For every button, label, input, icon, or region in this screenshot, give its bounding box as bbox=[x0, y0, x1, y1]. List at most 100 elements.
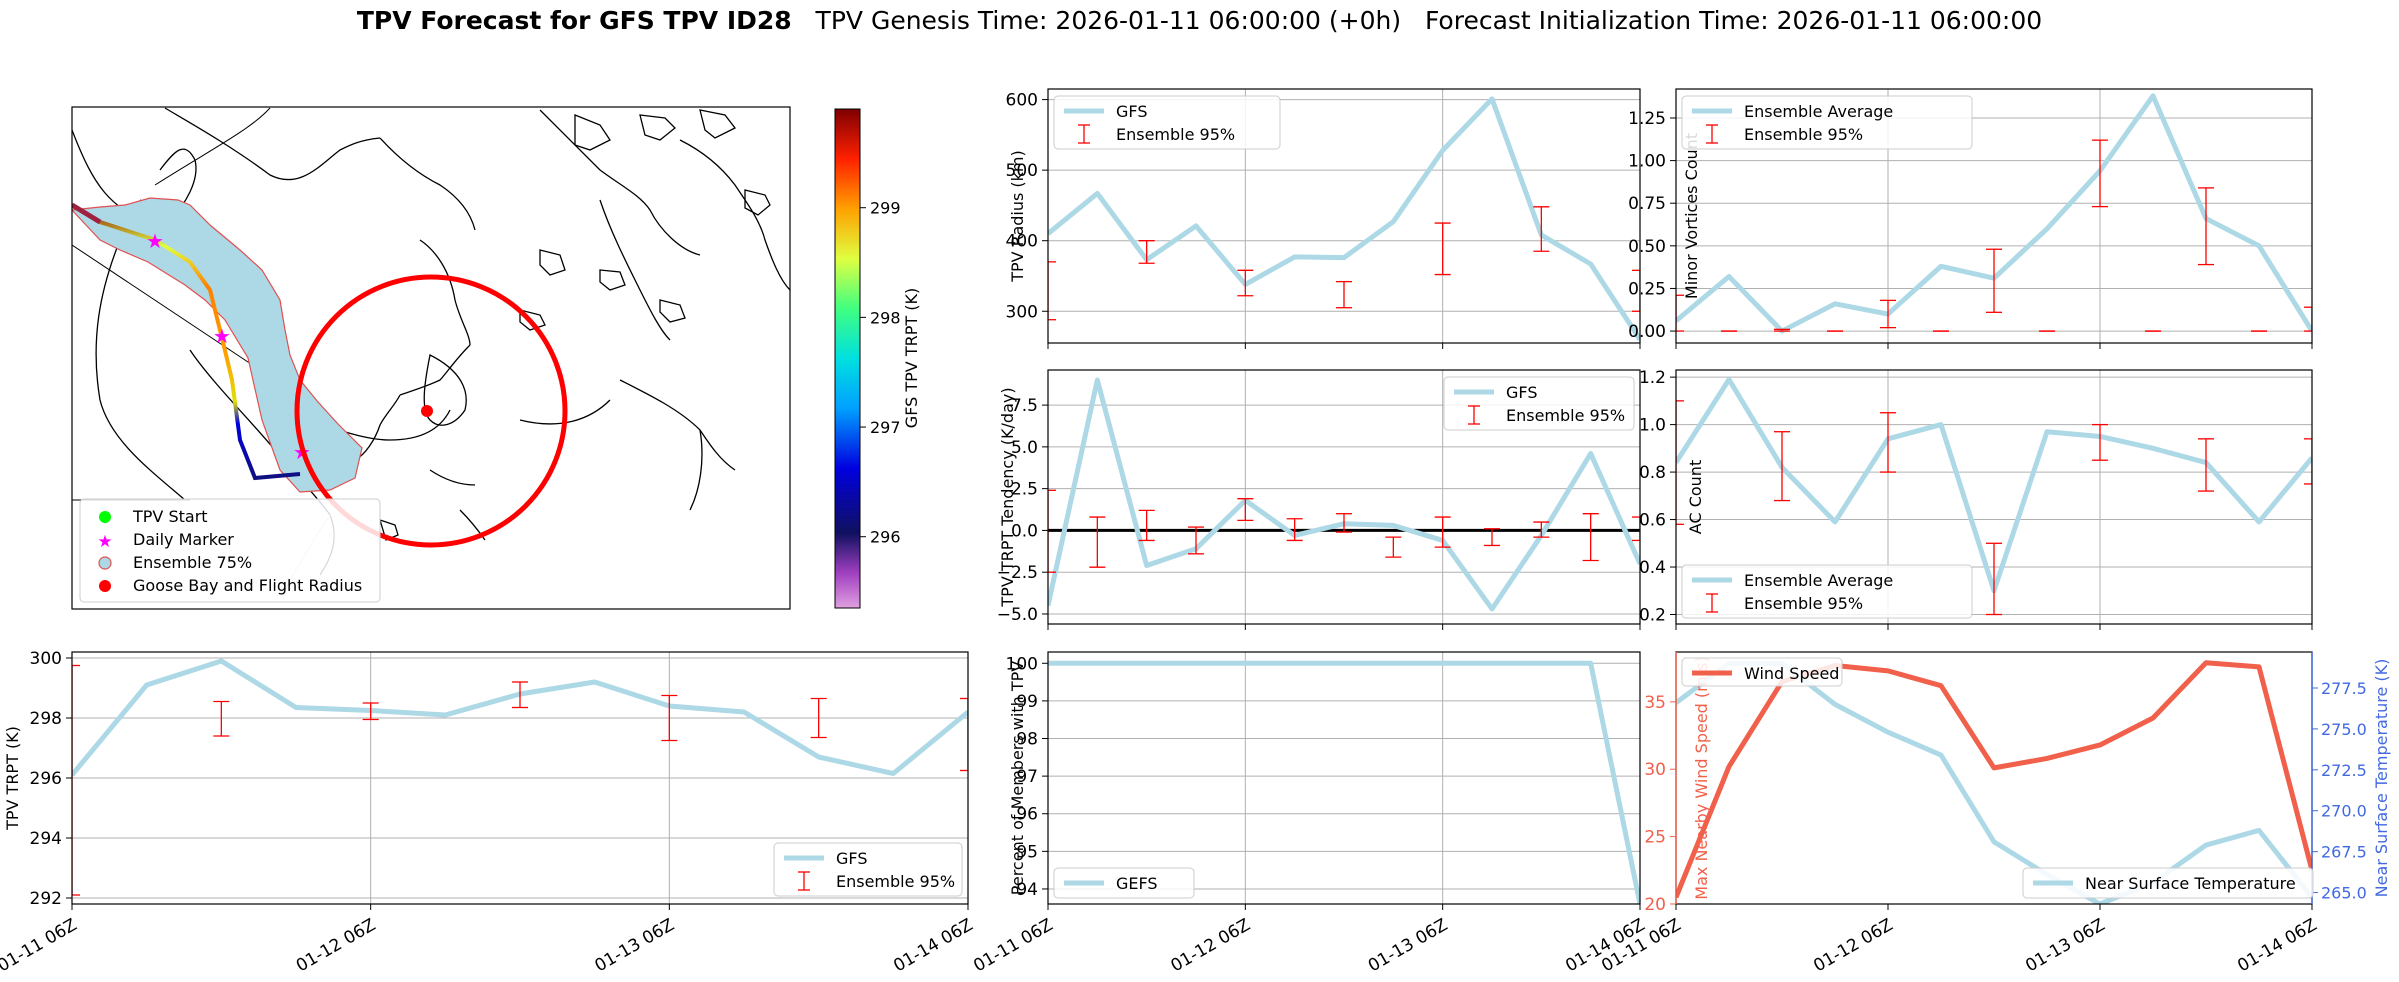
flight-radius-circle bbox=[294, 274, 568, 548]
colorbar: 296 297 298 299 GFS TPV TRPT (K) bbox=[834, 108, 921, 609]
errorbar bbox=[1237, 498, 1254, 522]
plot-frame bbox=[1675, 88, 2313, 344]
y-tick-label: 0.00 bbox=[1628, 322, 1666, 342]
y-tick-label: 95 bbox=[1016, 842, 1038, 862]
y-tick-label: 94 bbox=[1016, 880, 1038, 900]
y-tick-label: 0.25 bbox=[1628, 279, 1666, 299]
errorbar bbox=[1336, 280, 1352, 309]
errorbar bbox=[1286, 518, 1303, 542]
tpv-start-icon bbox=[99, 511, 111, 523]
legend-label: Ensemble 95% bbox=[1744, 594, 1863, 613]
legend-label: Wind Speed bbox=[1744, 664, 1839, 683]
y-tick-label: 300 bbox=[1006, 302, 1038, 322]
y-tick-label: 20 bbox=[1644, 895, 1666, 915]
legend-label: Ensemble Average bbox=[1744, 571, 1893, 590]
x-tick-label: 01-14 06Z bbox=[890, 915, 976, 976]
y-tick-label: 1.00 bbox=[1628, 152, 1666, 172]
map-legend-label: TPV Start bbox=[132, 507, 208, 526]
colorbar-ticks: 296 297 298 299 bbox=[860, 199, 901, 547]
y-tick-label: 0.2 bbox=[1639, 606, 1666, 626]
y-tick-label: 5.0 bbox=[1011, 438, 1038, 458]
legend-label: GFS bbox=[1116, 102, 1147, 121]
y-axis-label: TPV TRPT Tendency (K/day) bbox=[998, 387, 1017, 607]
y2-tick-label: 270.0 bbox=[2321, 802, 2367, 821]
y-tick-label: 99 bbox=[1016, 692, 1038, 712]
errorbar bbox=[1774, 328, 1790, 332]
plot-frame bbox=[1047, 369, 1641, 625]
y-tick-label: 1.0 bbox=[1639, 416, 1666, 436]
y-tick-label: 0.75 bbox=[1628, 194, 1666, 214]
legend: Near Surface Temperature bbox=[2022, 867, 2314, 899]
y-axis-label: Max Nearby Wind Speed (m/s) bbox=[1692, 656, 1711, 899]
y-tick-label: 0.4 bbox=[1639, 558, 1666, 578]
y-tick-label: 300 bbox=[30, 649, 62, 669]
errorbar bbox=[1632, 269, 1640, 312]
ac-count-panel: 0.2 0.4 0.6 0.8 1.0 1.2 AC Count Ensemble Avera… bbox=[1639, 368, 2313, 630]
y-axis-label: TPV Radius (km) bbox=[1008, 150, 1027, 283]
colorbar-gradient bbox=[834, 108, 861, 609]
ensemble-75-cone bbox=[72, 197, 363, 493]
plot-area bbox=[1048, 652, 1640, 904]
y-tick-label: 7.5 bbox=[1011, 396, 1038, 416]
x-tick-label: 01-11 06Z bbox=[970, 915, 1056, 976]
ensemble-75-legend-icon bbox=[98, 556, 112, 570]
errorbar bbox=[2304, 438, 2312, 485]
legend-box bbox=[1681, 657, 1843, 687]
map-content: ★ ★ ★ TPV Start ★ Daily Marker Ensemble … bbox=[72, 107, 790, 603]
errorbar bbox=[1434, 222, 1451, 276]
map-legend-label: Ensemble 75% bbox=[133, 553, 252, 572]
colorbar-tick-label: 296 bbox=[870, 528, 901, 547]
errorbar bbox=[1434, 516, 1451, 548]
y-axis-label: Minor Vortices Count bbox=[1682, 133, 1701, 299]
errorbar bbox=[810, 697, 827, 739]
y-axis-label: Percent of Members with TPV bbox=[1008, 661, 1027, 895]
track-start-segment bbox=[72, 202, 102, 225]
plot-area bbox=[1676, 652, 2312, 904]
legend-label: Ensemble 95% bbox=[1744, 125, 1863, 144]
errorbar bbox=[2092, 423, 2108, 461]
errorbar bbox=[1774, 431, 1790, 502]
y2-axis-label: Near Surface Temperature (K) bbox=[2372, 659, 2391, 898]
wind-temp-panel: 20 25 30 35 265.0 267.5 270.0 272.5 275.0 277.5 Ne… bbox=[1598, 651, 2391, 976]
legend: Ensemble Average Ensemble 95% bbox=[1681, 95, 1973, 150]
radius-panel: 300 400 500 600 TPV Radius (km) GFS Ensemble 9… bbox=[1006, 88, 1641, 349]
colorbar-label: GFS TPV TRPT (K) bbox=[902, 288, 921, 428]
y-axis-label: TPV TRPT (K) bbox=[3, 726, 22, 831]
errorbar bbox=[1138, 240, 1155, 264]
errorbar bbox=[1533, 206, 1550, 252]
y-tick-label: 500 bbox=[1006, 161, 1038, 181]
legend-box bbox=[2022, 867, 2314, 899]
y-tick-label: 97 bbox=[1016, 767, 1038, 787]
map-frame bbox=[71, 106, 791, 610]
legend: Ensemble Average Ensemble 95% bbox=[1681, 564, 1973, 619]
legend-label: Near Surface Temperature bbox=[2085, 874, 2296, 893]
errorbar bbox=[1986, 542, 2002, 616]
errorbar bbox=[1676, 294, 1684, 332]
errorbar bbox=[362, 702, 379, 721]
errorbar bbox=[1385, 536, 1402, 558]
y2-tick-label: 265.0 bbox=[2321, 884, 2367, 903]
colorbar-tick-label: 298 bbox=[870, 308, 901, 327]
y-tick-label: 1.25 bbox=[1628, 109, 1666, 129]
plot-frame bbox=[1675, 369, 2313, 625]
y-tick-label: 25 bbox=[1644, 828, 1666, 848]
y-tick-label: 292 bbox=[30, 889, 62, 909]
legend-label: Ensemble 95% bbox=[1506, 406, 1625, 425]
x-tick-label: 01-13 06Z bbox=[592, 915, 678, 976]
map-legend: TPV Start ★ Daily Marker Ensemble 75% Go… bbox=[79, 498, 381, 603]
genesis-time: TPV Genesis Time: 2026-01-11 06:00:00 (+… bbox=[815, 6, 1402, 35]
y2-tick-label: 267.5 bbox=[2321, 843, 2367, 862]
map-panel: ★ ★ ★ TPV Start ★ Daily Marker Ensemble … bbox=[71, 106, 791, 610]
map-legend-box bbox=[79, 498, 381, 603]
daily-marker-icon: ★ bbox=[146, 229, 164, 253]
errorbar bbox=[1089, 516, 1106, 568]
series-line-gefs bbox=[1048, 660, 1640, 904]
colorbar-tick-label: 299 bbox=[870, 199, 901, 218]
errorbar bbox=[1336, 513, 1352, 533]
map-legend-label: Goose Bay and Flight Radius bbox=[133, 576, 362, 595]
y-axis-label: AC Count bbox=[1686, 460, 1705, 534]
errorbar bbox=[1676, 400, 1684, 525]
errorbar bbox=[512, 681, 528, 709]
plot-marks bbox=[1676, 376, 2312, 616]
